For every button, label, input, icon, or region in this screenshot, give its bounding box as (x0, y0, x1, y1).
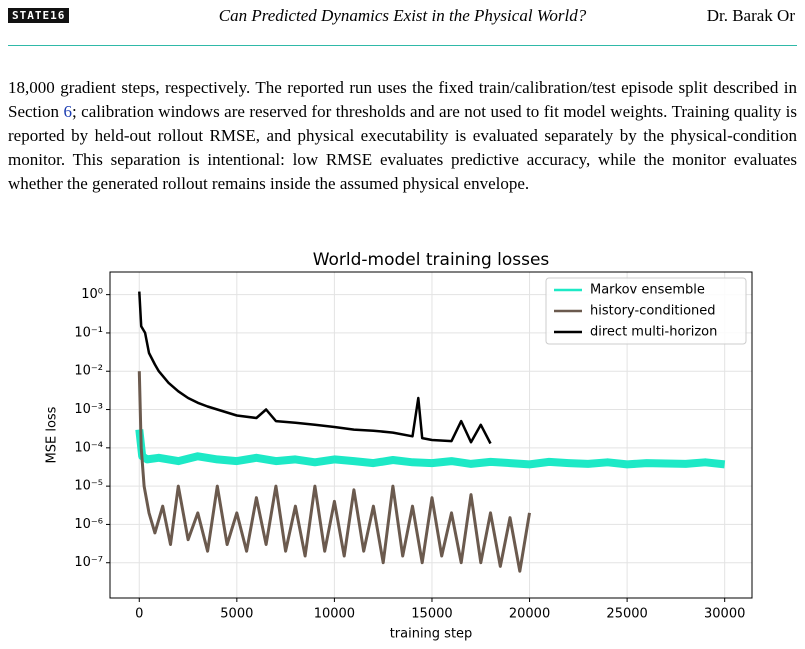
y-tick-label: 10⁻⁷ (74, 555, 103, 570)
legend-label: direct multi-horizon (590, 325, 717, 340)
series-line (135, 429, 726, 469)
text: ; calibration windows are reserved for t… (8, 102, 797, 193)
y-axis-label: MSE loss (45, 406, 60, 463)
plot-frame (109, 271, 753, 599)
section-link[interactable]: 6 (63, 102, 72, 121)
legend-box (545, 277, 747, 345)
y-tick-label: 10⁻⁶ (74, 517, 103, 532)
y-tick-label: 10⁻¹ (74, 325, 103, 340)
x-tick-label: 30000 (704, 607, 745, 622)
chart-title: World-model training losses (313, 250, 550, 270)
x-tick-label: 10000 (314, 607, 355, 622)
y-tick-label: 10⁻³ (74, 402, 103, 417)
text: gradient steps, respectively. The report… (8, 78, 797, 121)
y-tick-label: 10⁻² (74, 364, 103, 379)
series-line (138, 291, 492, 445)
paragraph: 18,000 gradient steps, respectively. The… (8, 76, 797, 196)
x-axis-label: training step (390, 627, 473, 642)
header-rule (8, 45, 797, 46)
y-tick-label: 10⁻⁵ (74, 479, 103, 494)
text: 18,000 (8, 78, 55, 97)
x-tick-label: 25000 (606, 607, 647, 622)
header-author: Dr. Barak Or (706, 6, 795, 25)
x-tick-label: 5000 (220, 607, 253, 622)
y-tick-label: 10⁰ (81, 287, 103, 302)
x-tick-label: 20000 (509, 607, 550, 622)
chart: World-model training losses training ste… (45, 250, 753, 642)
logo: STATE16 (8, 8, 70, 23)
legend-label: history-conditioned (590, 304, 716, 319)
legend-label: Markov ensemble (590, 283, 705, 298)
x-tick-label: 0 (135, 607, 143, 622)
header-title: Can Predicted Dynamics Exist in the Phys… (218, 6, 587, 25)
y-tick-label: 10⁻⁴ (74, 440, 103, 455)
series-line (137, 371, 531, 573)
x-tick-label: 15000 (411, 607, 452, 622)
